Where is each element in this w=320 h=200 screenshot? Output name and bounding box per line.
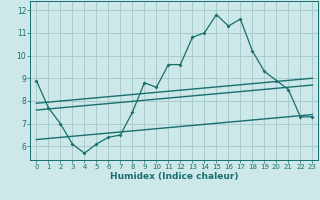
X-axis label: Humidex (Indice chaleur): Humidex (Indice chaleur) (110, 172, 239, 181)
